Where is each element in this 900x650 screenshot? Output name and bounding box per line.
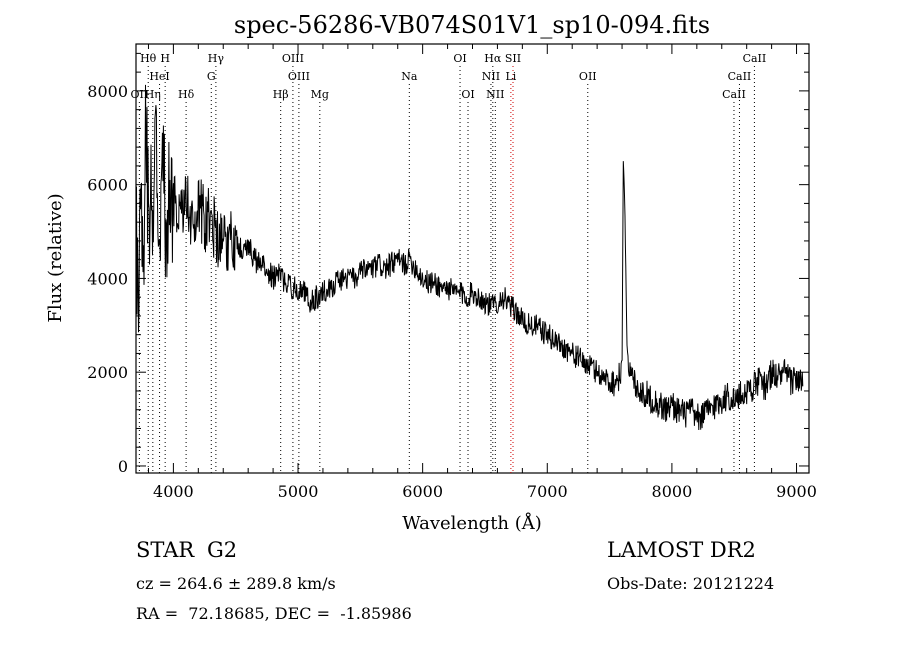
coordinates-line: RA = 72.18685, DEC = -1.85986 [136, 604, 412, 623]
spectrum-series-line [135, 84, 804, 431]
spectral-line-label: Hθ [140, 52, 157, 65]
x-tick-label: 6000 [402, 482, 443, 501]
spectral-line-label: OIII [288, 70, 310, 83]
spectral-line-label: Mg [311, 88, 329, 101]
spectral-line-markers [138, 66, 755, 473]
spectral-line-label: OI [453, 52, 466, 65]
y-axis: 0 2000 4000 6000 8000 [87, 52, 809, 476]
spectral-line-label: Hη [145, 88, 161, 101]
survey-name: LAMOST DR2 [607, 538, 756, 562]
spectral-line-label: OIII [282, 52, 304, 65]
y-axis-label: Flux (relative) [45, 193, 66, 322]
spectral-line-label: OI [461, 88, 474, 101]
spectral-line-label: Hα [484, 52, 502, 65]
spectral-line-label: OII [579, 70, 597, 83]
spectral-line-label: CaII [728, 70, 752, 83]
x-tick-label: 4000 [153, 482, 194, 501]
y-tick-label: 6000 [87, 176, 128, 195]
spectral-line-label: H [160, 52, 170, 65]
x-tick-label: 5000 [278, 482, 319, 501]
x-tick-label: 7000 [527, 482, 568, 501]
x-tick-label: 9000 [776, 482, 817, 501]
spectral-line-label: Hδ [178, 88, 195, 101]
spectral-line-label: CaII [722, 88, 746, 101]
spectral-line-label: Na [401, 70, 418, 83]
spectral-line-label: CaII [743, 52, 767, 65]
spectral-line-label: Hβ [273, 88, 289, 101]
spectral-line-label: Hγ [208, 52, 225, 65]
spectral-line-label: Li [505, 70, 516, 83]
y-tick-label: 2000 [87, 363, 128, 382]
spectral-line-label: NII [486, 88, 504, 101]
spectral-line-label: NII [482, 70, 500, 83]
y-tick-label: 4000 [87, 269, 128, 288]
object-subclass: G2 [207, 538, 238, 562]
spectral-line-label: G [207, 70, 216, 83]
y-tick-label: 0 [118, 457, 128, 476]
object-class: STAR [136, 538, 195, 562]
x-axis: 4000 5000 6000 7000 8000 9000 [147, 44, 817, 501]
x-axis-label: Wavelength (Å) [402, 512, 542, 534]
redshift-line: cz = 264.6 ± 289.8 km/s [136, 574, 336, 593]
spectrum-chart: spec-56286-VB074S01V1_sp10-094.fits Hθ H H… [45, 11, 817, 534]
x-tick-label: 8000 [652, 482, 693, 501]
chart-title: spec-56286-VB074S01V1_sp10-094.fits [234, 11, 710, 39]
spectral-line-label: SII [505, 52, 521, 65]
spectral-line-label: HeI [149, 70, 169, 83]
y-tick-label: 8000 [87, 82, 128, 101]
observation-date: Obs-Date: 20121224 [607, 574, 775, 593]
